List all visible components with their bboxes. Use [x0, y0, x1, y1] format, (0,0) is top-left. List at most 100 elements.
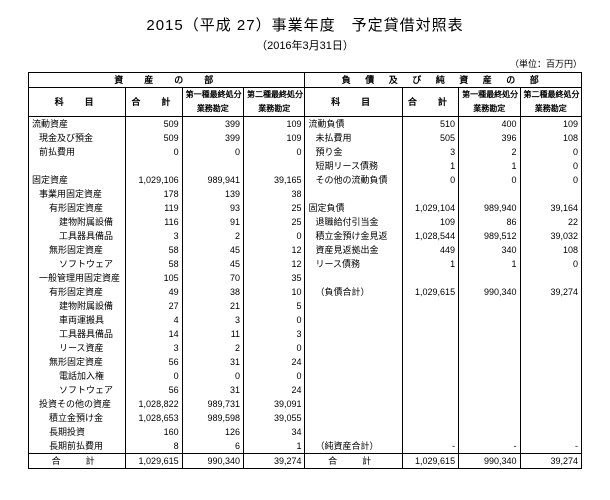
table-row: 無形固定資産563124: [29, 355, 582, 369]
page-subtitle: （2016年3月31日）: [28, 37, 582, 53]
asset-val-1: 989,731: [182, 397, 243, 411]
asset-val-2: 0: [244, 341, 305, 355]
asset-label: 工具器具備品: [29, 229, 126, 243]
asset-val-1: 31: [182, 355, 243, 369]
asset-val-total: 0: [126, 369, 182, 383]
liab-val-2: 0: [520, 257, 581, 271]
liab-val-1: 990,340: [459, 285, 520, 299]
liab-val-2: [520, 271, 581, 285]
asset-val-total: 116: [126, 215, 182, 229]
asset-val-total: 509: [126, 117, 182, 132]
asset-val-total: 1,028,822: [126, 397, 182, 411]
table-row: 有形固定資産493810（負債合計）1,029,615990,34039,274: [29, 285, 582, 299]
asset-val-1: [182, 159, 243, 173]
liab-val-total: 505: [402, 131, 458, 145]
table-row: 工具器具備品320積立金預け金見返1,028,544989,51239,032: [29, 229, 582, 243]
liab-label: （純資産合計）: [305, 439, 402, 454]
grand-total-right-1: 990,340: [459, 454, 520, 469]
liab-val-total: [402, 425, 458, 439]
grand-total-left-0: 1,029,615: [126, 454, 182, 469]
asset-val-total: 27: [126, 299, 182, 313]
asset-val-total: 178: [126, 187, 182, 201]
liab-label: その他の流動負債: [305, 173, 402, 187]
liab-label: 未払費用: [305, 131, 402, 145]
asset-val-2: 25: [244, 201, 305, 215]
liab-val-total: 1: [402, 159, 458, 173]
grand-total-label-left: 合 計: [29, 454, 126, 469]
liab-val-1: [459, 299, 520, 313]
asset-label: 現金及び預金: [29, 131, 126, 145]
asset-val-2: 25: [244, 215, 305, 229]
grand-total-right-2: 39,274: [520, 454, 581, 469]
asset-val-2: 0: [244, 369, 305, 383]
liab-label: [305, 355, 402, 369]
table-row: 建物附属設備1169125退職給付引当金1098622: [29, 215, 582, 229]
liab-val-2: [520, 341, 581, 355]
asset-val-1: 3: [182, 313, 243, 327]
liab-val-1: [459, 397, 520, 411]
asset-val-2: 39,055: [244, 411, 305, 425]
table-row: 投資その他の資産1,028,822989,73139,091: [29, 397, 582, 411]
liab-label: 固定負債: [305, 201, 402, 215]
liab-val-2: [520, 411, 581, 425]
asset-val-1: 6: [182, 439, 243, 454]
asset-label: 建物附属設備: [29, 299, 126, 313]
asset-label: [29, 159, 126, 173]
liab-val-total: 1,029,104: [402, 201, 458, 215]
grand-total-label-right: 合 計: [305, 454, 402, 469]
asset-val-1: 989,941: [182, 173, 243, 187]
liab-label: [305, 411, 402, 425]
liab-label: リース債務: [305, 257, 402, 271]
liab-val-total: [402, 299, 458, 313]
liab-val-2: 39,274: [520, 285, 581, 299]
asset-val-2: 3: [244, 327, 305, 341]
liab-val-1: [459, 383, 520, 397]
asset-val-2: 34: [244, 425, 305, 439]
asset-val-total: 14: [126, 327, 182, 341]
assets-section-header: 資 産 の 部: [29, 73, 305, 88]
liab-val-total: [402, 383, 458, 397]
asset-val-1: 11: [182, 327, 243, 341]
liab-val-1: 989,940: [459, 201, 520, 215]
asset-val-total: 56: [126, 383, 182, 397]
asset-val-2: 35: [244, 271, 305, 285]
liab-label: [305, 327, 402, 341]
asset-val-2: 109: [244, 131, 305, 145]
asset-label: 無形固定資産: [29, 355, 126, 369]
liab-label: [305, 369, 402, 383]
liab-label: [305, 187, 402, 201]
asset-val-2: [244, 159, 305, 173]
asset-val-total: 1,028,653: [126, 411, 182, 425]
liab-val-total: 3: [402, 145, 458, 159]
grand-total-left-1: 990,340: [182, 454, 243, 469]
asset-val-1: 45: [182, 243, 243, 257]
asset-val-1: 91: [182, 215, 243, 229]
asset-label: 有形固定資産: [29, 285, 126, 299]
liab-label: [305, 397, 402, 411]
asset-val-2: 1: [244, 439, 305, 454]
asset-val-2: 38: [244, 187, 305, 201]
asset-label: 前払費用: [29, 145, 126, 159]
col1a-right: 第一種最終処分: [459, 88, 520, 103]
table-row: ソフトウェア584512リース債務110: [29, 257, 582, 271]
liab-val-2: 39,032: [520, 229, 581, 243]
liab-val-1: [459, 425, 520, 439]
col2a-left: 第二種最終処分: [244, 88, 305, 103]
liab-val-2: 0: [520, 173, 581, 187]
table-row: 現金及び預金509399109未払費用505396108: [29, 131, 582, 145]
asset-val-1: 989,598: [182, 411, 243, 425]
liab-label: [305, 383, 402, 397]
liab-val-1: [459, 271, 520, 285]
table-row: 建物附属設備27215: [29, 299, 582, 313]
asset-label: 長期前払費用: [29, 439, 126, 454]
asset-val-total: 1,029,106: [126, 173, 182, 187]
liab-val-total: 1,029,615: [402, 285, 458, 299]
liab-val-total: [402, 369, 458, 383]
liab-val-1: [459, 355, 520, 369]
asset-label: 事業用固定資産: [29, 187, 126, 201]
table-row: 固定資産1,029,106989,94139,165その他の流動負債000: [29, 173, 582, 187]
liab-val-total: [402, 187, 458, 201]
liab-val-1: [459, 341, 520, 355]
col-total-right: 合 計: [402, 88, 458, 117]
page-title: 2015（平成 27）事業年度 予定貸借対照表: [28, 14, 582, 35]
